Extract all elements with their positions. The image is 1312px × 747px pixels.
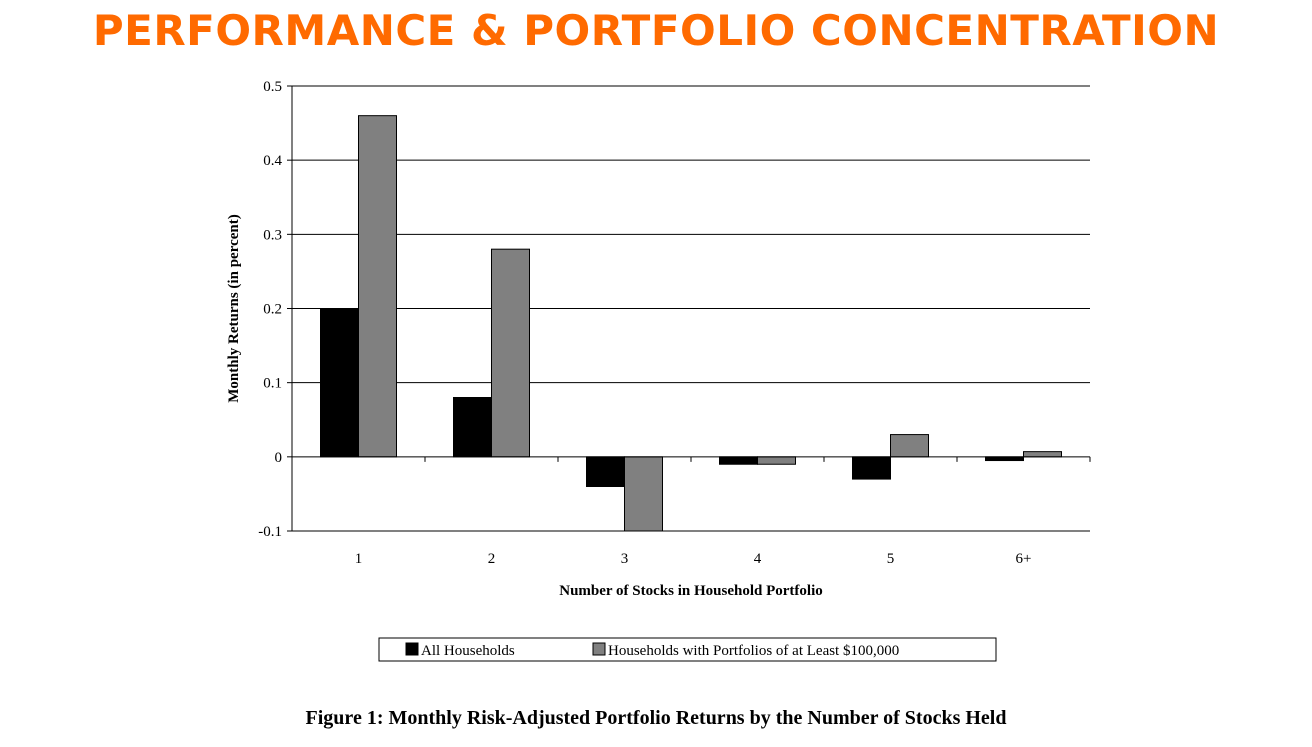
bar-series-1-6+ (985, 456, 1024, 462)
y-tick-label: 0 (275, 450, 283, 466)
bar-series-2-2 (491, 248, 530, 458)
y-tick-label: 0.1 (263, 376, 282, 392)
y-tick-label: 0.2 (263, 302, 282, 318)
slide-title: PERFORMANCE & PORTFOLIO CONCENTRATION (92, 6, 1220, 55)
legend-label-all-households: All Households (421, 643, 515, 659)
gridlines (287, 85, 1090, 532)
bar-series-1-5 (852, 456, 891, 480)
x-tick-label: 4 (754, 551, 762, 567)
legend-swatch-all-households (405, 642, 419, 656)
y-axis-title: Monthly Returns (in percent) (226, 214, 242, 402)
bar-series-2-1 (358, 115, 397, 458)
y-tick-labels: -0.1 0 0.1 0.2 0.3 0.4 0.5 (258, 79, 282, 540)
legend: All Households Households with Portfolio… (378, 637, 997, 662)
legend-swatch-households-100k (592, 642, 606, 656)
x-tick-labels: 1 2 3 4 5 6+ (355, 551, 1032, 567)
figure-caption: Figure 1: Monthly Risk-Adjusted Portfoli… (305, 707, 1007, 729)
bar-series-2-5 (890, 434, 929, 458)
bar-series-1-1 (320, 308, 359, 458)
y-tick-label: 0.3 (263, 227, 282, 243)
bar-series-1-3 (586, 456, 625, 488)
y-tick-label: -0.1 (258, 524, 282, 540)
bar-series-1-4 (719, 456, 758, 465)
legend-label-households-100k: Households with Portfolios of at Least $… (608, 643, 899, 659)
bar-series-1-2 (453, 397, 492, 458)
x-tick-label: 5 (887, 551, 895, 567)
bar-series-2-4 (757, 456, 796, 465)
axes (291, 86, 1091, 532)
x-tick-label: 1 (355, 551, 363, 567)
bars (320, 115, 1062, 532)
y-tick-label: 0.4 (263, 153, 282, 169)
bar-series-2-3 (624, 456, 663, 532)
legend-box (378, 637, 997, 662)
x-tick-label: 6+ (1016, 551, 1032, 567)
x-axis-title: Number of Stocks in Household Portfolio (559, 583, 823, 599)
y-tick-label: 0.5 (263, 79, 282, 95)
x-tick-label: 2 (488, 551, 496, 567)
bar-series-2-6+ (1023, 451, 1062, 458)
x-tick-label: 3 (621, 551, 629, 567)
bar-chart: -0.1 0 0.1 0.2 0.3 0.4 0.5 1 2 3 4 5 6+ Monthly Ret… (226, 79, 1091, 662)
